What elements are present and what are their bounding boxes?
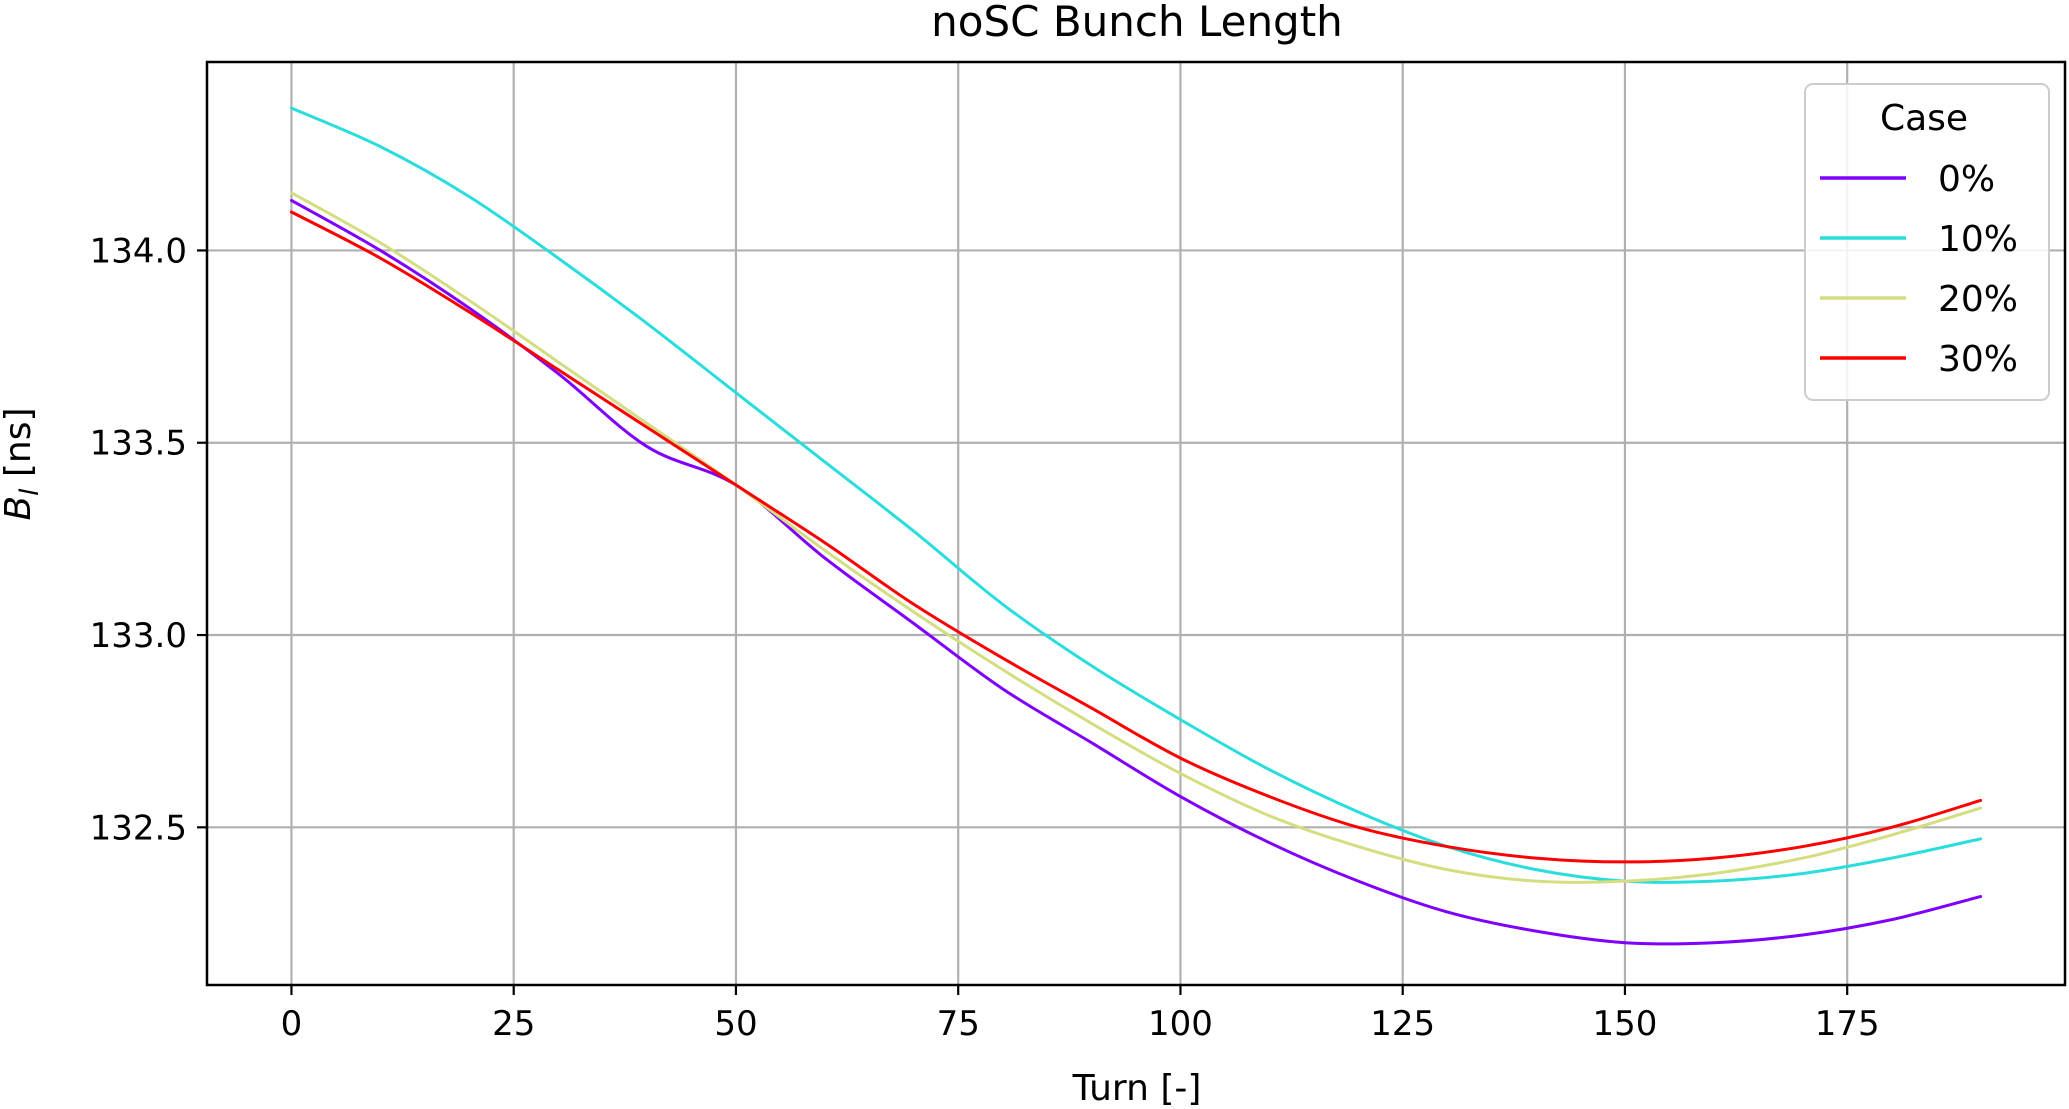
x-tick-label: 150	[1592, 1004, 1657, 1044]
series-line-30pct	[289, 210, 1983, 864]
y-axis-title-symbol: B	[0, 496, 39, 521]
chart-title: noSC Bunch Length	[931, 0, 1343, 46]
x-tick-label: 0	[281, 1004, 303, 1044]
legend-label-10pct: 10%	[1938, 219, 2018, 260]
y-axis-title-unit: [ns]	[0, 407, 39, 488]
grid	[207, 62, 2065, 985]
legend: Case 0% 10% 20% 30%	[1804, 83, 2050, 401]
y-tick-label: 133.5	[90, 424, 187, 464]
plot-area-frame	[205, 60, 2067, 987]
x-tick-label: 175	[1815, 1004, 1880, 1044]
legend-box	[1804, 83, 2050, 401]
legend-title: Case	[1880, 98, 1968, 139]
x-axis-ticks: 0 25 50 75 100 125 150 175	[281, 985, 1880, 1044]
legend-label-20pct: 20%	[1938, 279, 2018, 320]
series-lines	[289, 106, 1983, 946]
legend-label-30pct: 30%	[1938, 339, 2018, 380]
x-tick-label: 75	[937, 1004, 980, 1044]
x-tick-label: 125	[1370, 1004, 1435, 1044]
x-tick-label: 50	[714, 1004, 757, 1044]
series-line-0pct	[289, 198, 1983, 946]
y-tick-label: 132.5	[90, 808, 187, 848]
series-line-20pct	[289, 191, 1983, 884]
x-tick-label: 25	[492, 1004, 535, 1044]
y-tick-label: 134.0	[90, 231, 187, 271]
y-axis-title: Bl [ns]	[0, 407, 45, 520]
x-axis-title: Turn [-]	[1072, 1068, 1202, 1109]
y-axis-ticks: 132.5 133.0 133.5 134.0	[90, 231, 207, 848]
x-tick-label: 100	[1148, 1004, 1213, 1044]
legend-label-0pct: 0%	[1938, 159, 1995, 200]
y-tick-label: 133.0	[90, 616, 187, 656]
y-axis-title-subscript: l	[15, 488, 45, 496]
series-line-10pct	[289, 106, 1983, 884]
